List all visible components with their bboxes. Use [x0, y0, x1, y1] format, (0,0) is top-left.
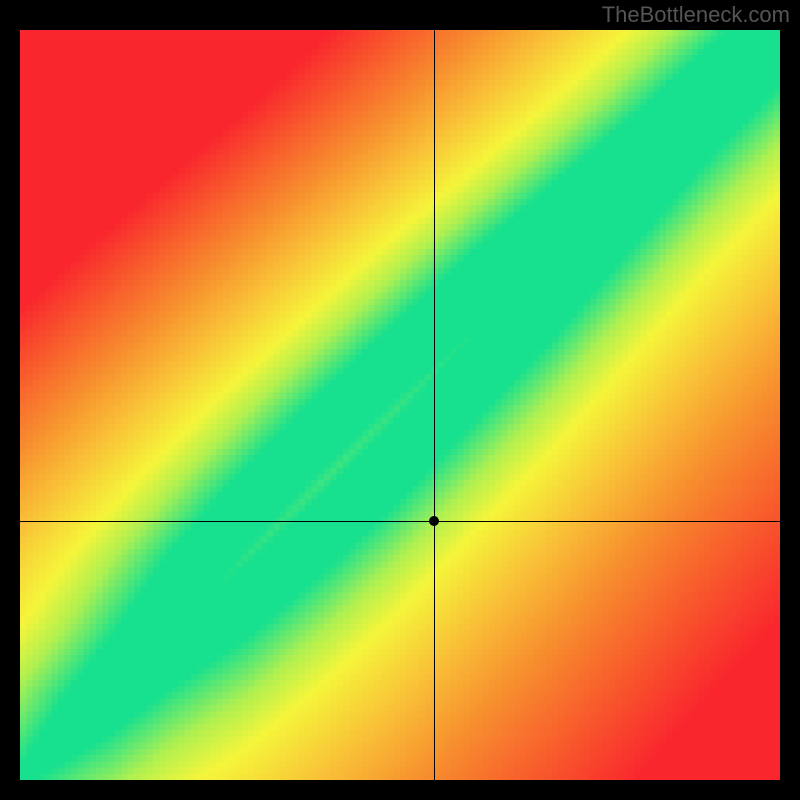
- crosshair-vertical: [434, 30, 435, 780]
- heatmap-plot-area: [20, 30, 780, 780]
- heatmap-canvas: [20, 30, 780, 780]
- chart-container: TheBottleneck.com: [0, 0, 800, 800]
- watermark-text: TheBottleneck.com: [602, 2, 790, 28]
- crosshair-marker: [429, 516, 439, 526]
- crosshair-horizontal: [20, 521, 780, 522]
